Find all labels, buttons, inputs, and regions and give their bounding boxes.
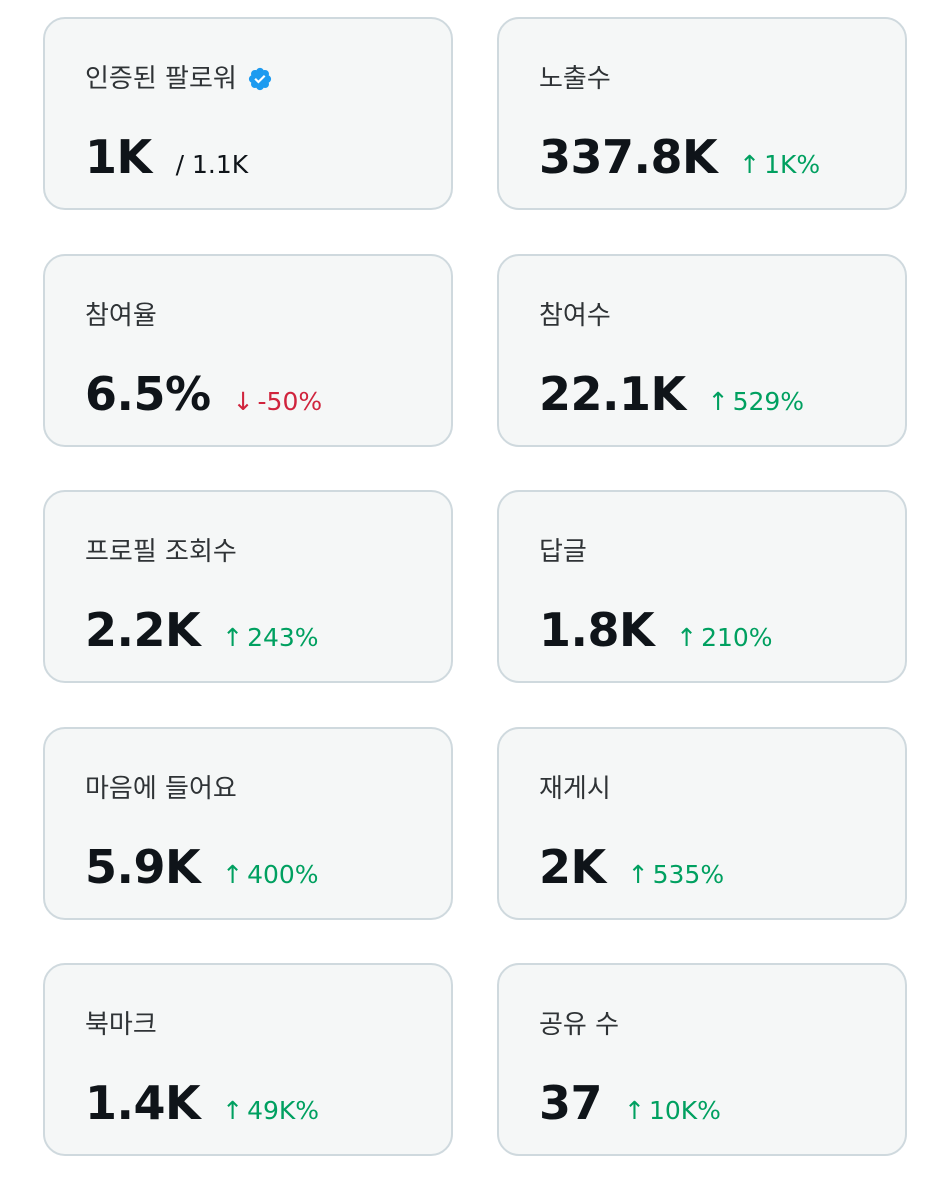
stat-card-impressions[interactable]: 노출수 337.8K ↑ 1K%	[497, 17, 907, 210]
stat-value-row: 5.9K ↑ 400%	[85, 839, 319, 895]
stat-value-row: 6.5% ↓ -50%	[85, 366, 322, 422]
stat-change: ↑ 529%	[708, 387, 804, 416]
stat-change-value: 1K%	[764, 150, 821, 179]
stat-card-replies[interactable]: 답글 1.8K ↑ 210%	[497, 490, 907, 683]
stat-label: 공유 수	[539, 1010, 620, 1040]
stat-label: 프로필 조회수	[85, 537, 237, 567]
arrow-up-icon: ↑	[707, 387, 729, 416]
stat-card-engagements[interactable]: 참여수 22.1K ↑ 529%	[497, 254, 907, 447]
arrow-up-icon: ↑	[222, 1096, 244, 1125]
stat-change-value: 49K%	[247, 1096, 320, 1125]
stat-label: 마음에 들어요	[85, 774, 237, 804]
stat-value: 1.8K	[539, 603, 655, 657]
stat-card-likes[interactable]: 마음에 들어요 5.9K ↑ 400%	[43, 727, 453, 920]
stat-label: 북마크	[85, 1010, 157, 1040]
stat-change: ↑ 400%	[222, 860, 318, 889]
stat-value: 1K	[85, 130, 152, 184]
stat-change: ↑ 1K%	[739, 150, 820, 179]
stat-change: ↑ 210%	[676, 623, 772, 652]
stat-change-value: 210%	[701, 623, 773, 652]
stat-value-row: 337.8K ↑ 1K%	[539, 129, 820, 185]
stat-change: ↑ 243%	[222, 623, 318, 652]
stat-label: 노출수	[539, 64, 611, 94]
stat-change: ↑ 535%	[628, 860, 724, 889]
stat-change-value: 529%	[732, 387, 805, 416]
stat-value: 2.2K	[85, 603, 201, 657]
arrow-up-icon: ↑	[222, 860, 244, 889]
stat-label: 참여율	[85, 301, 157, 331]
stat-card-bookmarks[interactable]: 북마크 1.4K ↑ 49K%	[43, 963, 453, 1156]
arrow-up-icon: ↑	[627, 860, 649, 889]
stat-value: 6.5%	[85, 367, 211, 421]
stat-value-row: 1.8K ↑ 210%	[539, 602, 773, 658]
stat-total: / 1.1K	[175, 150, 249, 179]
stat-change-value: 535%	[652, 860, 725, 889]
stat-card-profile-visits[interactable]: 프로필 조회수 2.2K ↑ 243%	[43, 490, 453, 683]
stat-change-value: 243%	[247, 623, 319, 652]
stat-label: 인증된 팔로워	[85, 64, 237, 94]
stat-value-row: 1K / 1.1K	[85, 129, 248, 185]
stat-value-row: 37 ↑ 10K%	[539, 1075, 721, 1131]
stat-value-row: 1.4K ↑ 49K%	[85, 1075, 319, 1131]
stat-label: 참여수	[539, 301, 611, 331]
stat-value: 22.1K	[539, 367, 686, 421]
stat-card-shares[interactable]: 공유 수 37 ↑ 10K%	[497, 963, 907, 1156]
arrow-up-icon: ↑	[739, 150, 761, 179]
stat-change: ↓ -50%	[233, 387, 323, 416]
stat-change: ↑ 49K%	[222, 1096, 319, 1125]
stat-value-row: 2.2K ↑ 243%	[85, 602, 319, 658]
stat-value-row: 22.1K ↑ 529%	[539, 366, 804, 422]
stat-value: 1.4K	[85, 1076, 201, 1130]
arrow-up-icon: ↑	[624, 1096, 645, 1125]
stat-value: 5.9K	[85, 840, 201, 894]
stat-card-reposts[interactable]: 재게시 2K ↑ 535%	[497, 727, 907, 920]
stat-change: ↑ 10K%	[624, 1096, 721, 1125]
arrow-up-icon: ↑	[676, 623, 698, 652]
stat-value: 337.8K	[539, 130, 718, 184]
stat-change-value: 10K%	[648, 1096, 721, 1125]
arrow-up-icon: ↑	[222, 623, 244, 652]
verified-badge-icon	[247, 66, 273, 92]
stat-change-value: -50%	[257, 387, 323, 416]
arrow-down-icon: ↓	[232, 387, 254, 416]
stat-label-row: 인증된 팔로워	[85, 63, 273, 95]
stat-value-row: 2K ↑ 535%	[539, 839, 724, 895]
stat-label: 답글	[539, 537, 587, 567]
stat-card-verified-followers[interactable]: 인증된 팔로워 1K / 1.1K	[43, 17, 453, 210]
stat-value: 2K	[539, 840, 606, 894]
stat-change-value: 400%	[247, 860, 319, 889]
stat-label: 재게시	[539, 774, 611, 804]
stat-value: 37	[539, 1076, 603, 1130]
stat-card-engagement-rate[interactable]: 참여율 6.5% ↓ -50%	[43, 254, 453, 447]
